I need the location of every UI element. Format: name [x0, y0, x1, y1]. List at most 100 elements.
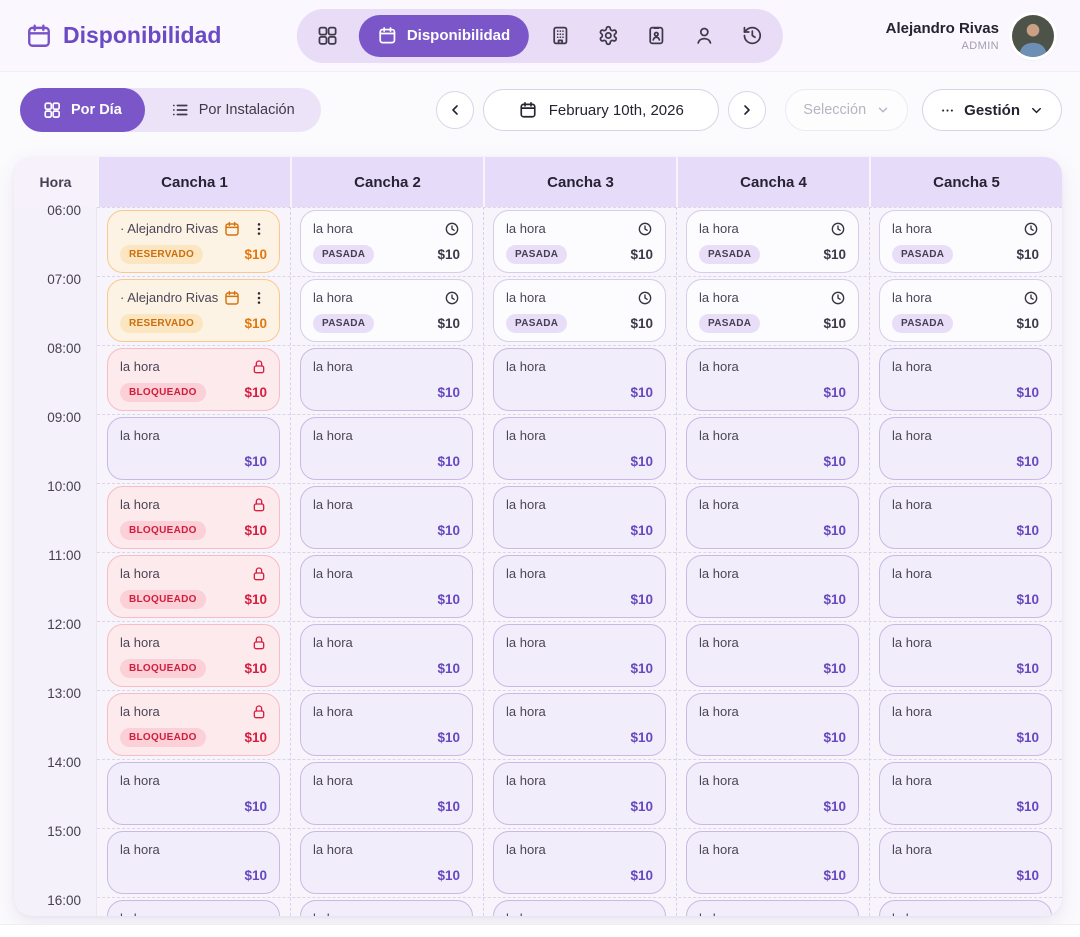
date-picker-button[interactable]: February 10th, 2026	[483, 89, 720, 131]
slot-card-blocked[interactable]: la hora BLOQUEADO $10	[107, 624, 280, 687]
slot-card-available[interactable]: la hora$10	[686, 348, 859, 411]
slot-title: la hora	[313, 566, 353, 581]
nav-profile[interactable]	[694, 25, 715, 46]
gestion-dropdown[interactable]: Gestión	[922, 89, 1062, 131]
slot-card-available[interactable]: la hora$10	[300, 762, 473, 825]
slot-card-available[interactable]: la hora$10	[686, 555, 859, 618]
slot-card-available[interactable]: la hora$10	[300, 831, 473, 894]
slot-card-past[interactable]: la hora PASADA $10	[300, 210, 473, 273]
slot-title: la hora	[892, 497, 932, 512]
slot-card-available[interactable]: la hora$10	[493, 693, 666, 756]
slot-card-available[interactable]: la hora $10	[686, 486, 859, 549]
time-label: 11:00	[48, 548, 81, 563]
slot-card-available[interactable]: la hora$10	[879, 624, 1052, 687]
time-label: 12:00	[47, 617, 81, 632]
slot-card-available[interactable]: la hora$10	[493, 555, 666, 618]
slot-card-past[interactable]: la hora PASADA $10	[879, 210, 1052, 273]
slot-card-available[interactable]: la hora $10	[300, 555, 473, 618]
next-day-button[interactable]	[728, 91, 767, 129]
slot-card-available[interactable]: la hora$10	[300, 900, 473, 916]
slot-card-past[interactable]: la hora PASADA $10	[493, 210, 666, 273]
slot-title: la hora	[120, 911, 160, 916]
slot-card-blocked[interactable]: la hora BLOQUEADO $10	[107, 693, 280, 756]
slot-price: $10	[437, 315, 460, 331]
slot-card-available[interactable]: la hora$10	[493, 348, 666, 411]
slot-price: $10	[630, 660, 653, 676]
slot-card-blocked[interactable]: la hora BLOQUEADO $10	[107, 555, 280, 618]
slot-title: la hora	[892, 773, 932, 788]
kebab-menu-icon[interactable]	[251, 221, 267, 237]
slot-card-available[interactable]: la hora$10	[879, 831, 1052, 894]
seleccion-dropdown[interactable]: Selección	[785, 89, 909, 131]
slot-card-available[interactable]: la hora$10	[686, 624, 859, 687]
slot-card-past[interactable]: la hora PASADA $10	[493, 279, 666, 342]
view-toggle-por-instalacion[interactable]: Por Instalación	[145, 88, 321, 132]
kebab-menu-icon[interactable]	[251, 290, 267, 306]
slot-price: $10	[437, 591, 460, 607]
slot-card-available[interactable]: la hora$10	[107, 417, 280, 480]
nav-dashboard[interactable]	[317, 25, 338, 46]
slot-title: la hora	[313, 773, 353, 788]
nav-history[interactable]	[742, 25, 763, 46]
slot-title: la hora	[699, 704, 739, 719]
slot-price: $10	[823, 660, 846, 676]
slot-card-reserved[interactable]: · Alejandro Rivas RESERVADO $10	[107, 210, 280, 273]
status-badge: PASADA	[313, 313, 375, 333]
calendar-icon	[519, 101, 537, 119]
slot-card-available[interactable]: la hora$10	[879, 555, 1052, 618]
slot-card-available[interactable]: la hora$10	[686, 831, 859, 894]
slot-card-available[interactable]: la hora$10	[300, 486, 473, 549]
slot-card-available[interactable]: la hora$10	[686, 900, 859, 916]
slot-card-available[interactable]: la hora$10	[300, 417, 473, 480]
history-icon	[742, 25, 763, 46]
slot-card-past[interactable]: la hora PASADA $10	[300, 279, 473, 342]
slot-card-past[interactable]: la hora PASADA $10	[686, 210, 859, 273]
slot-card-past[interactable]: la hora PASADA $10	[879, 279, 1052, 342]
slot-card-available[interactable]: la hora$10	[493, 624, 666, 687]
row-separator	[97, 207, 1062, 208]
slot-card-available[interactable]: la hora$10	[686, 693, 859, 756]
slot-card-available[interactable]: la hora$10	[493, 762, 666, 825]
slot-price: $10	[630, 591, 653, 607]
slot-card-available[interactable]: la hora$10	[493, 831, 666, 894]
slot-card-available[interactable]: la hora$10	[686, 417, 859, 480]
slot-title: la hora	[699, 497, 739, 512]
prev-day-button[interactable]	[436, 91, 475, 129]
slot-card-available[interactable]: la hora$10	[107, 831, 280, 894]
slot-card-available[interactable]: la hora$10	[879, 900, 1052, 916]
slot-price: $10	[630, 246, 653, 262]
slot-price: $10	[244, 867, 267, 883]
avatar[interactable]	[1012, 14, 1054, 57]
nav-disponibilidad[interactable]: Disponibilidad	[358, 14, 530, 57]
slot-card-available[interactable]: la hora$10	[107, 762, 280, 825]
view-toggle-por-dia[interactable]: Por Día	[20, 88, 145, 132]
slot-card-reserved[interactable]: · Alejandro Rivas RESERVADO $10	[107, 279, 280, 342]
slot-price: $10	[823, 522, 846, 538]
schedule-body[interactable]: 06:00 07:00 08:00 09:00 10:00 11:00 12:00 13:00…	[14, 203, 1062, 916]
nav-staff[interactable]	[646, 25, 667, 46]
status-badge: PASADA	[506, 313, 568, 333]
slot-card-available[interactable]: la hora$10	[300, 693, 473, 756]
slot-title: la hora	[313, 635, 353, 650]
slot-card-available[interactable]: la hora$10	[879, 762, 1052, 825]
user-menu[interactable]: Alejandro Rivas ADMIN	[886, 14, 1054, 57]
slot-card-available[interactable]: la hora$10	[300, 348, 473, 411]
slot-card-available[interactable]: la hora$10	[879, 693, 1052, 756]
slot-title: la hora	[506, 773, 546, 788]
slot-card-past[interactable]: la hora PASADA $10	[686, 279, 859, 342]
slot-card-available[interactable]: la hora$10	[300, 624, 473, 687]
slot-card-available[interactable]: la hora$10	[107, 900, 280, 916]
slot-card-available[interactable]: la hora$10	[493, 486, 666, 549]
slot-card-available[interactable]: la hora$10	[686, 762, 859, 825]
page-title: Disponibilidad	[26, 22, 221, 49]
nav-facilities[interactable]	[550, 25, 571, 46]
slot-card-blocked[interactable]: la hora BLOQUEADO $10	[107, 348, 280, 411]
nav-settings[interactable]	[598, 25, 619, 46]
slot-card-available[interactable]: la hora$10	[879, 348, 1052, 411]
slot-card-blocked[interactable]: la hora BLOQUEADO $10	[107, 486, 280, 549]
slot-card-available[interactable]: la hora$10	[493, 417, 666, 480]
slot-card-available[interactable]: la hora$10	[879, 486, 1052, 549]
slot-price: $10	[244, 729, 267, 745]
slot-card-available[interactable]: la hora$10	[493, 900, 666, 916]
slot-card-available[interactable]: la hora$10	[879, 417, 1052, 480]
